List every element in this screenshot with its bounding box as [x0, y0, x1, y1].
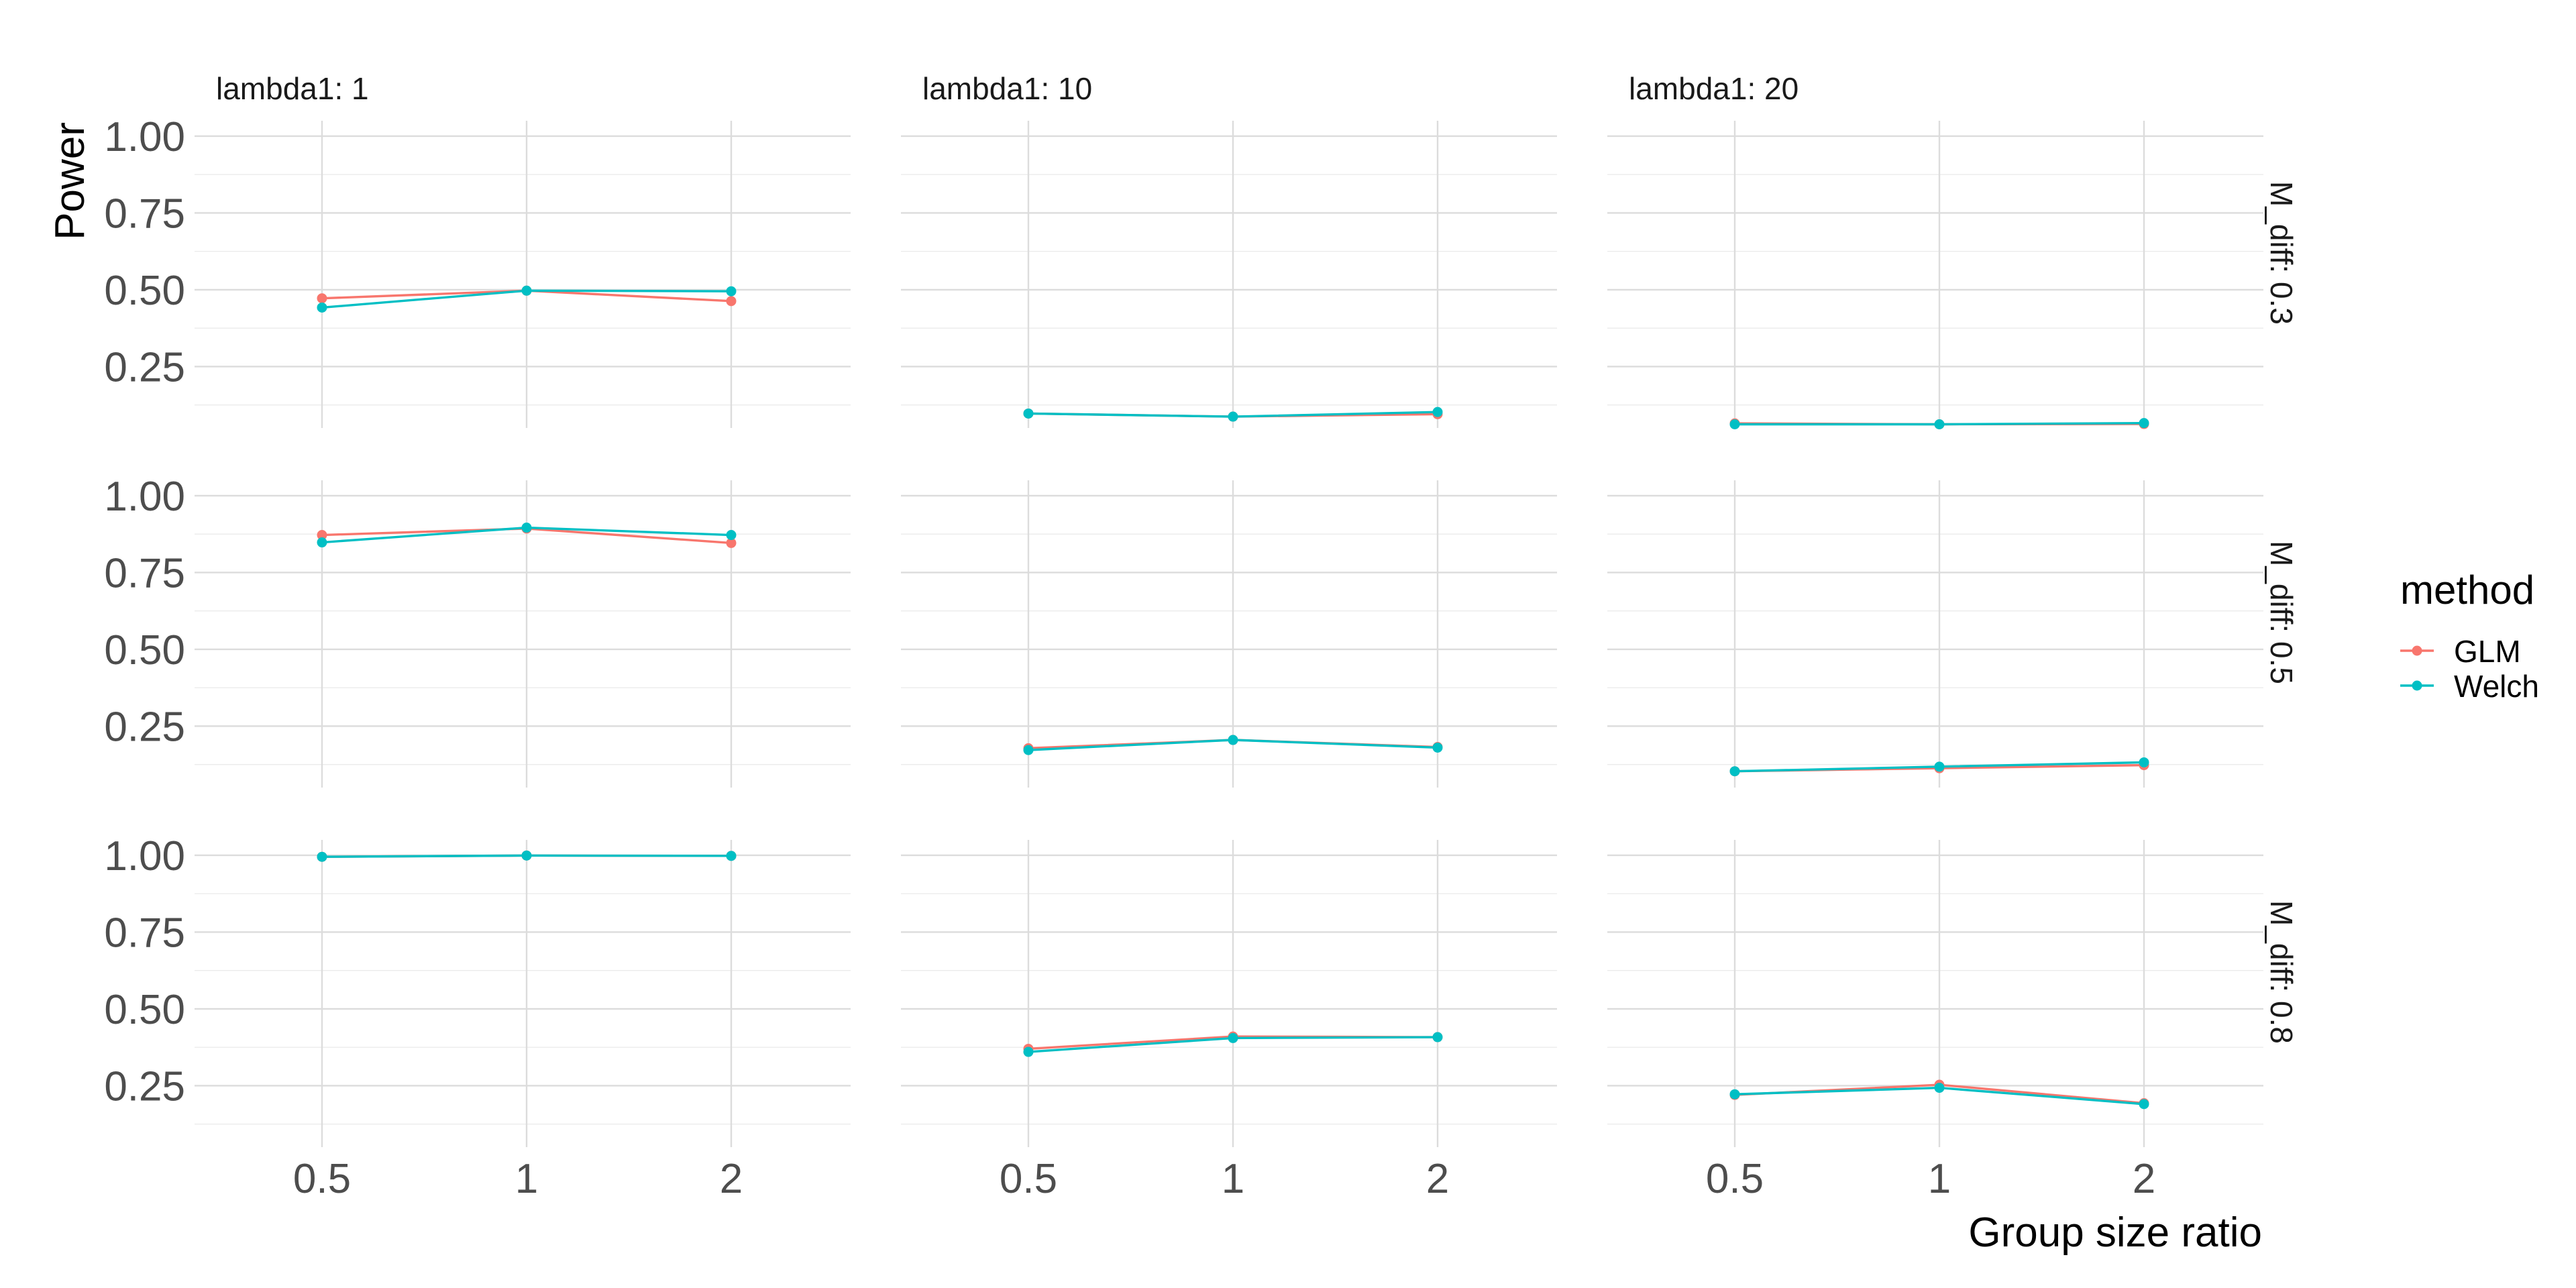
data-point-welch: [2139, 418, 2149, 429]
panel-grid: [901, 840, 1557, 1147]
data-point-welch: [1729, 1089, 1740, 1099]
data-point-welch: [1228, 1032, 1238, 1043]
data-point-welch: [2139, 1099, 2149, 1110]
row-strip-label: M_diff: 0.3: [2264, 181, 2299, 325]
data-point-welch: [317, 851, 327, 862]
legend-key-point: [2412, 645, 2422, 656]
data-point-welch: [1432, 407, 1443, 417]
panel-grid: [1607, 121, 2263, 428]
panel-grid: [901, 121, 1557, 428]
column-strip-label: lambda1: 1: [216, 71, 369, 106]
data-point-welch: [521, 523, 532, 533]
data-point-welch: [317, 537, 327, 548]
data-point-welch: [1934, 1083, 1945, 1093]
y-tick-label: 0.25: [104, 1063, 185, 1110]
panel-2-0: [317, 850, 737, 862]
data-point-welch: [1729, 419, 1740, 430]
data-point-welch: [1228, 411, 1238, 422]
data-point-welch: [521, 850, 532, 861]
panel-2-1: [1023, 1031, 1443, 1057]
y-tick-label: 0.50: [104, 987, 185, 1033]
row-strip-label: M_diff: 0.8: [2264, 900, 2299, 1044]
data-point-welch: [1023, 745, 1034, 755]
panel-grid: [195, 840, 851, 1147]
panel-0-1: [1023, 407, 1443, 422]
y-tick-label: 0.75: [104, 910, 185, 956]
y-tick-label: 0.50: [104, 627, 185, 674]
legend-key-point: [2412, 680, 2422, 691]
x-tick-label: 0.5: [293, 1156, 351, 1202]
y-tick-label: 0.50: [104, 268, 185, 314]
data-point-welch: [317, 302, 327, 313]
y-tick-label: 1.00: [104, 474, 185, 520]
data-point-welch: [1023, 408, 1034, 419]
data-point-welch: [726, 530, 737, 541]
data-point-welch: [1023, 1046, 1034, 1057]
x-tick-label: 2: [720, 1156, 743, 1202]
panel-grid: [1607, 480, 2263, 788]
data-point-welch: [521, 285, 532, 296]
column-strip-label: lambda1: 10: [922, 71, 1092, 106]
panel-grid: [195, 121, 851, 428]
data-point-welch: [1934, 419, 1945, 430]
x-tick-label: 1: [1222, 1156, 1244, 1202]
data-point-welch: [1432, 1032, 1443, 1042]
y-tick-label: 1.00: [104, 833, 185, 879]
x-tick-label: 2: [1426, 1156, 1449, 1202]
x-tick-label: 2: [2133, 1156, 2155, 1202]
panel-grid: [1607, 840, 2263, 1147]
x-tick-label: 1: [515, 1156, 538, 1202]
data-point-glm: [317, 530, 327, 541]
x-tick-label: 0.5: [1000, 1156, 1057, 1202]
y-tick-label: 0.25: [104, 344, 185, 390]
panel-2-2: [1729, 1079, 2149, 1110]
legend-title: method: [2400, 568, 2534, 612]
panel-1-1: [1023, 735, 1443, 755]
data-point-welch: [2139, 757, 2149, 767]
y-tick-label: 0.25: [104, 704, 185, 750]
data-point-welch: [726, 286, 737, 297]
panel-1-2: [1729, 757, 2149, 777]
legend-label-welch: Welch: [2454, 669, 2539, 704]
data-point-glm: [726, 537, 737, 548]
y-tick-label: 1.00: [104, 114, 185, 160]
data-point-welch: [1432, 742, 1443, 753]
data-point-glm: [726, 296, 737, 307]
column-strip-label: lambda1: 20: [1629, 71, 1799, 106]
panel-0-2: [1729, 418, 2149, 430]
data-point-welch: [1934, 761, 1945, 772]
y-tick-label: 0.75: [104, 191, 185, 237]
data-point-glm: [317, 293, 327, 304]
row-strip-label: M_diff: 0.5: [2264, 541, 2299, 684]
y-axis-title: Power: [47, 122, 93, 240]
data-point-welch: [726, 851, 737, 861]
x-axis-title: Group size ratio: [1968, 1210, 2262, 1256]
x-tick-label: 1: [1928, 1156, 1951, 1202]
panel-grid: [901, 480, 1557, 788]
data-point-welch: [1228, 735, 1238, 745]
x-tick-label: 0.5: [1706, 1156, 1764, 1202]
data-point-welch: [1729, 766, 1740, 777]
y-tick-label: 0.75: [104, 550, 185, 596]
legend-label-glm: GLM: [2454, 634, 2521, 669]
panel-0-0: [317, 285, 737, 313]
panel-1-0: [317, 523, 737, 548]
